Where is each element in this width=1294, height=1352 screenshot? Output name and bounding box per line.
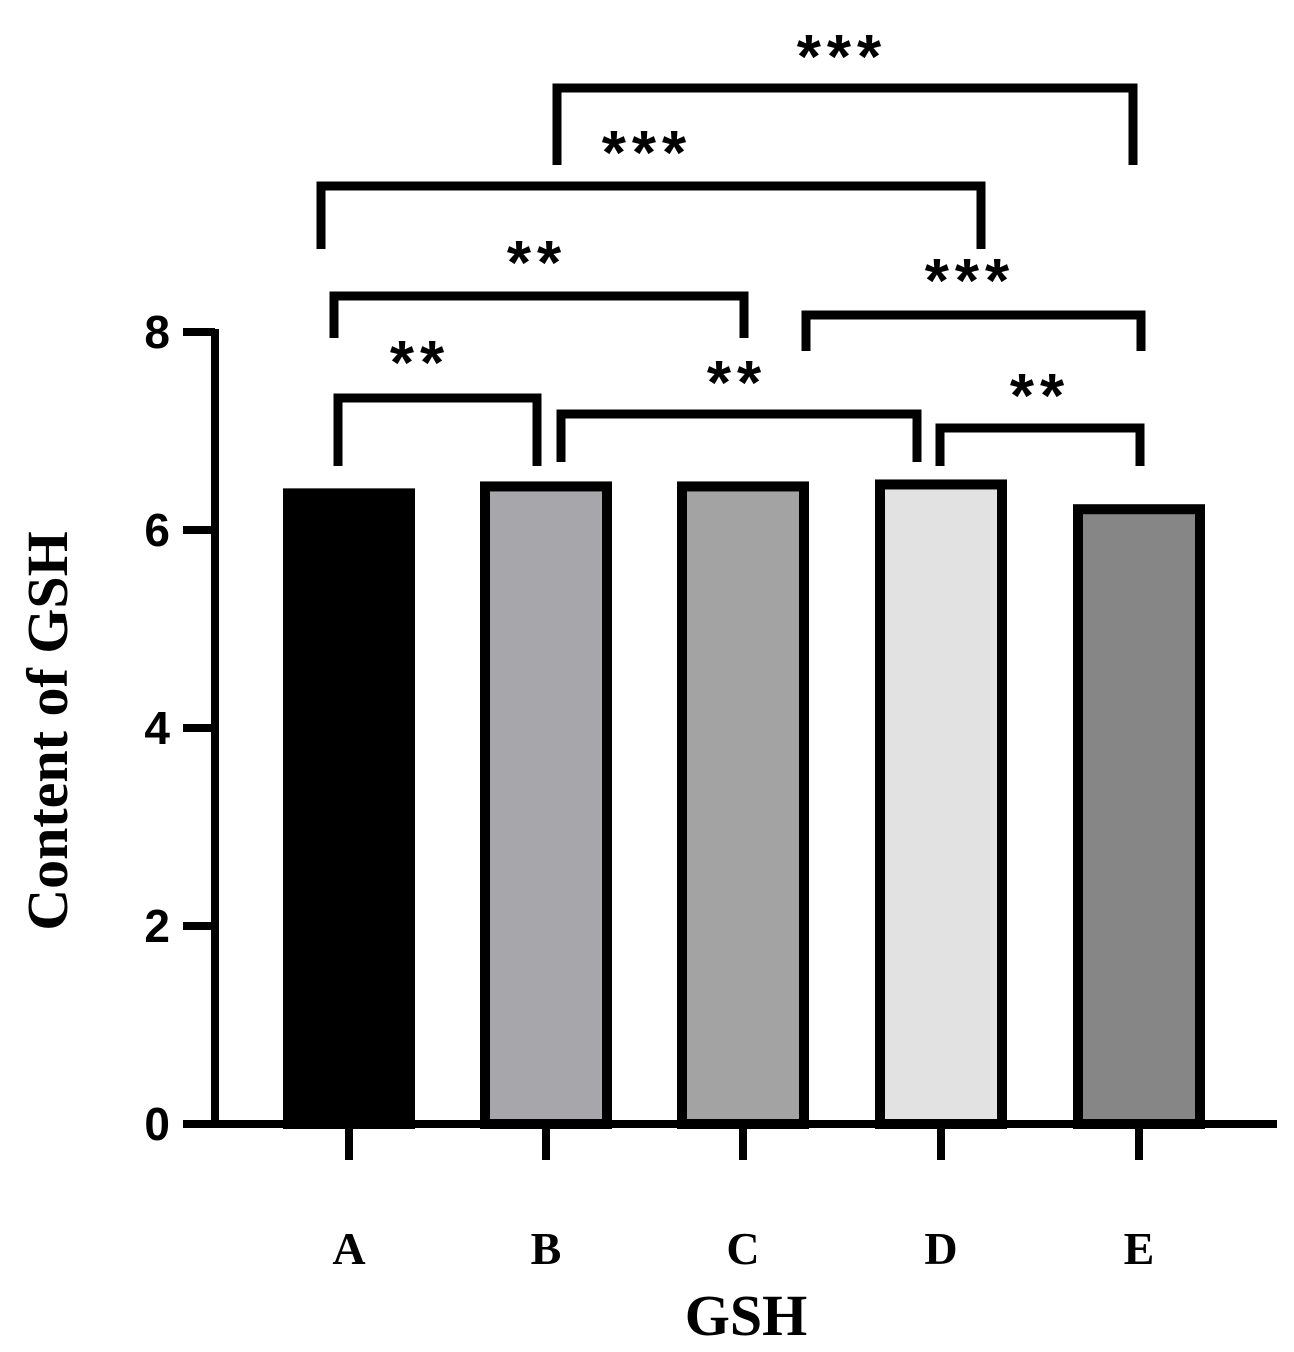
bar-c [677, 481, 809, 1129]
sig-label-a-b: ** [390, 329, 450, 398]
y-axis-title: Content of GSH [15, 531, 80, 931]
x-axis-title: GSH [685, 1283, 808, 1348]
x-tick-label-c: C [726, 1223, 759, 1274]
bars [283, 479, 1205, 1129]
sig-label-a-c: ** [507, 229, 567, 298]
significance-brackets: ** ** **** ********* [316, 23, 1146, 466]
x-ticks: A B C D E [332, 1124, 1154, 1274]
x-tick-label-d: D [924, 1223, 957, 1274]
sig-bracket-b-d [556, 409, 922, 462]
sig-bracket-d-e [935, 423, 1145, 466]
y-ticks: 0 2 4 6 8 [144, 306, 215, 1150]
bar-e [1073, 504, 1205, 1129]
x-tick-label-b: B [531, 1223, 562, 1274]
sig-label-b-d: ** [707, 349, 767, 418]
sig-bracket-b-e [552, 83, 1138, 165]
y-tick-label-6: 6 [144, 504, 170, 556]
sig-label-a-d: *** [602, 119, 692, 188]
y-tick-label-0: 0 [144, 1098, 170, 1150]
sig-bracket-c-e [801, 310, 1146, 351]
y-tick-label-4: 4 [144, 702, 170, 754]
x-tick-label-a: A [332, 1223, 365, 1274]
sig-label-b-e: *** [797, 23, 887, 92]
bar-a [283, 488, 415, 1129]
sig-bracket-a-d [316, 181, 986, 249]
y-tick-label-2: 2 [144, 900, 170, 952]
sig-label-c-e: *** [925, 247, 1015, 316]
sig-bracket-a-b [333, 393, 542, 466]
bar-d [875, 479, 1007, 1129]
y-tick-label-8: 8 [144, 306, 170, 358]
sig-bracket-a-c [329, 291, 749, 338]
bar-b [480, 481, 612, 1129]
sig-label-d-e: ** [1010, 362, 1070, 431]
x-tick-label-e: E [1124, 1223, 1155, 1274]
